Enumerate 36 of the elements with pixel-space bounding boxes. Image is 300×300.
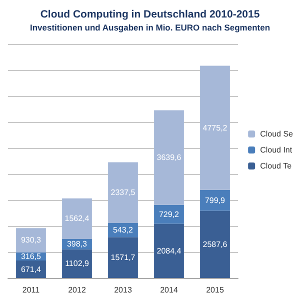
bar (62, 249, 92, 278)
x-tick-label: 2015 (206, 286, 224, 294)
legend-label: Cloud Se (260, 130, 294, 138)
data-label: 4775,2 (202, 123, 228, 132)
bar (108, 237, 138, 278)
legend-label: Cloud Int (260, 146, 293, 154)
bar (154, 224, 184, 278)
x-tick-label: 2011 (22, 286, 40, 294)
bar (200, 210, 230, 278)
bar (62, 198, 92, 239)
data-label: 930,3 (20, 236, 42, 245)
data-label: 1571,7 (110, 253, 136, 262)
data-label: 1102,9 (65, 259, 90, 268)
data-label: 316,5 (20, 252, 42, 261)
data-label: 1562,4 (64, 214, 90, 224)
data-label: 799,9 (204, 196, 226, 205)
bar (200, 66, 230, 190)
data-label: 729,2 (158, 210, 180, 219)
data-label: 671,4 (20, 264, 42, 274)
bar (154, 110, 184, 205)
chart-title: Cloud Computing in Deutschland 2010-2015 (40, 8, 260, 20)
bar (154, 204, 184, 224)
chart-subtitle: Investitionen und Ausgaben in Mio. EURO nach Segmenten (30, 22, 270, 32)
bar (16, 228, 46, 252)
x-tick-label: 2014 (160, 286, 178, 294)
data-label: 2337,5 (110, 188, 136, 198)
bar (16, 260, 46, 278)
legend-label: Cloud Te (260, 162, 292, 170)
data-label: 398,3 (66, 240, 88, 249)
data-label: 2084,4 (156, 246, 182, 256)
x-tick-label: 2013 (114, 286, 132, 294)
data-label: 543,2 (112, 226, 134, 235)
x-tick-label: 2012 (68, 286, 86, 294)
bar (108, 162, 138, 224)
data-label: 2587,6 (202, 240, 228, 249)
data-label: 3639,6 (156, 153, 182, 162)
